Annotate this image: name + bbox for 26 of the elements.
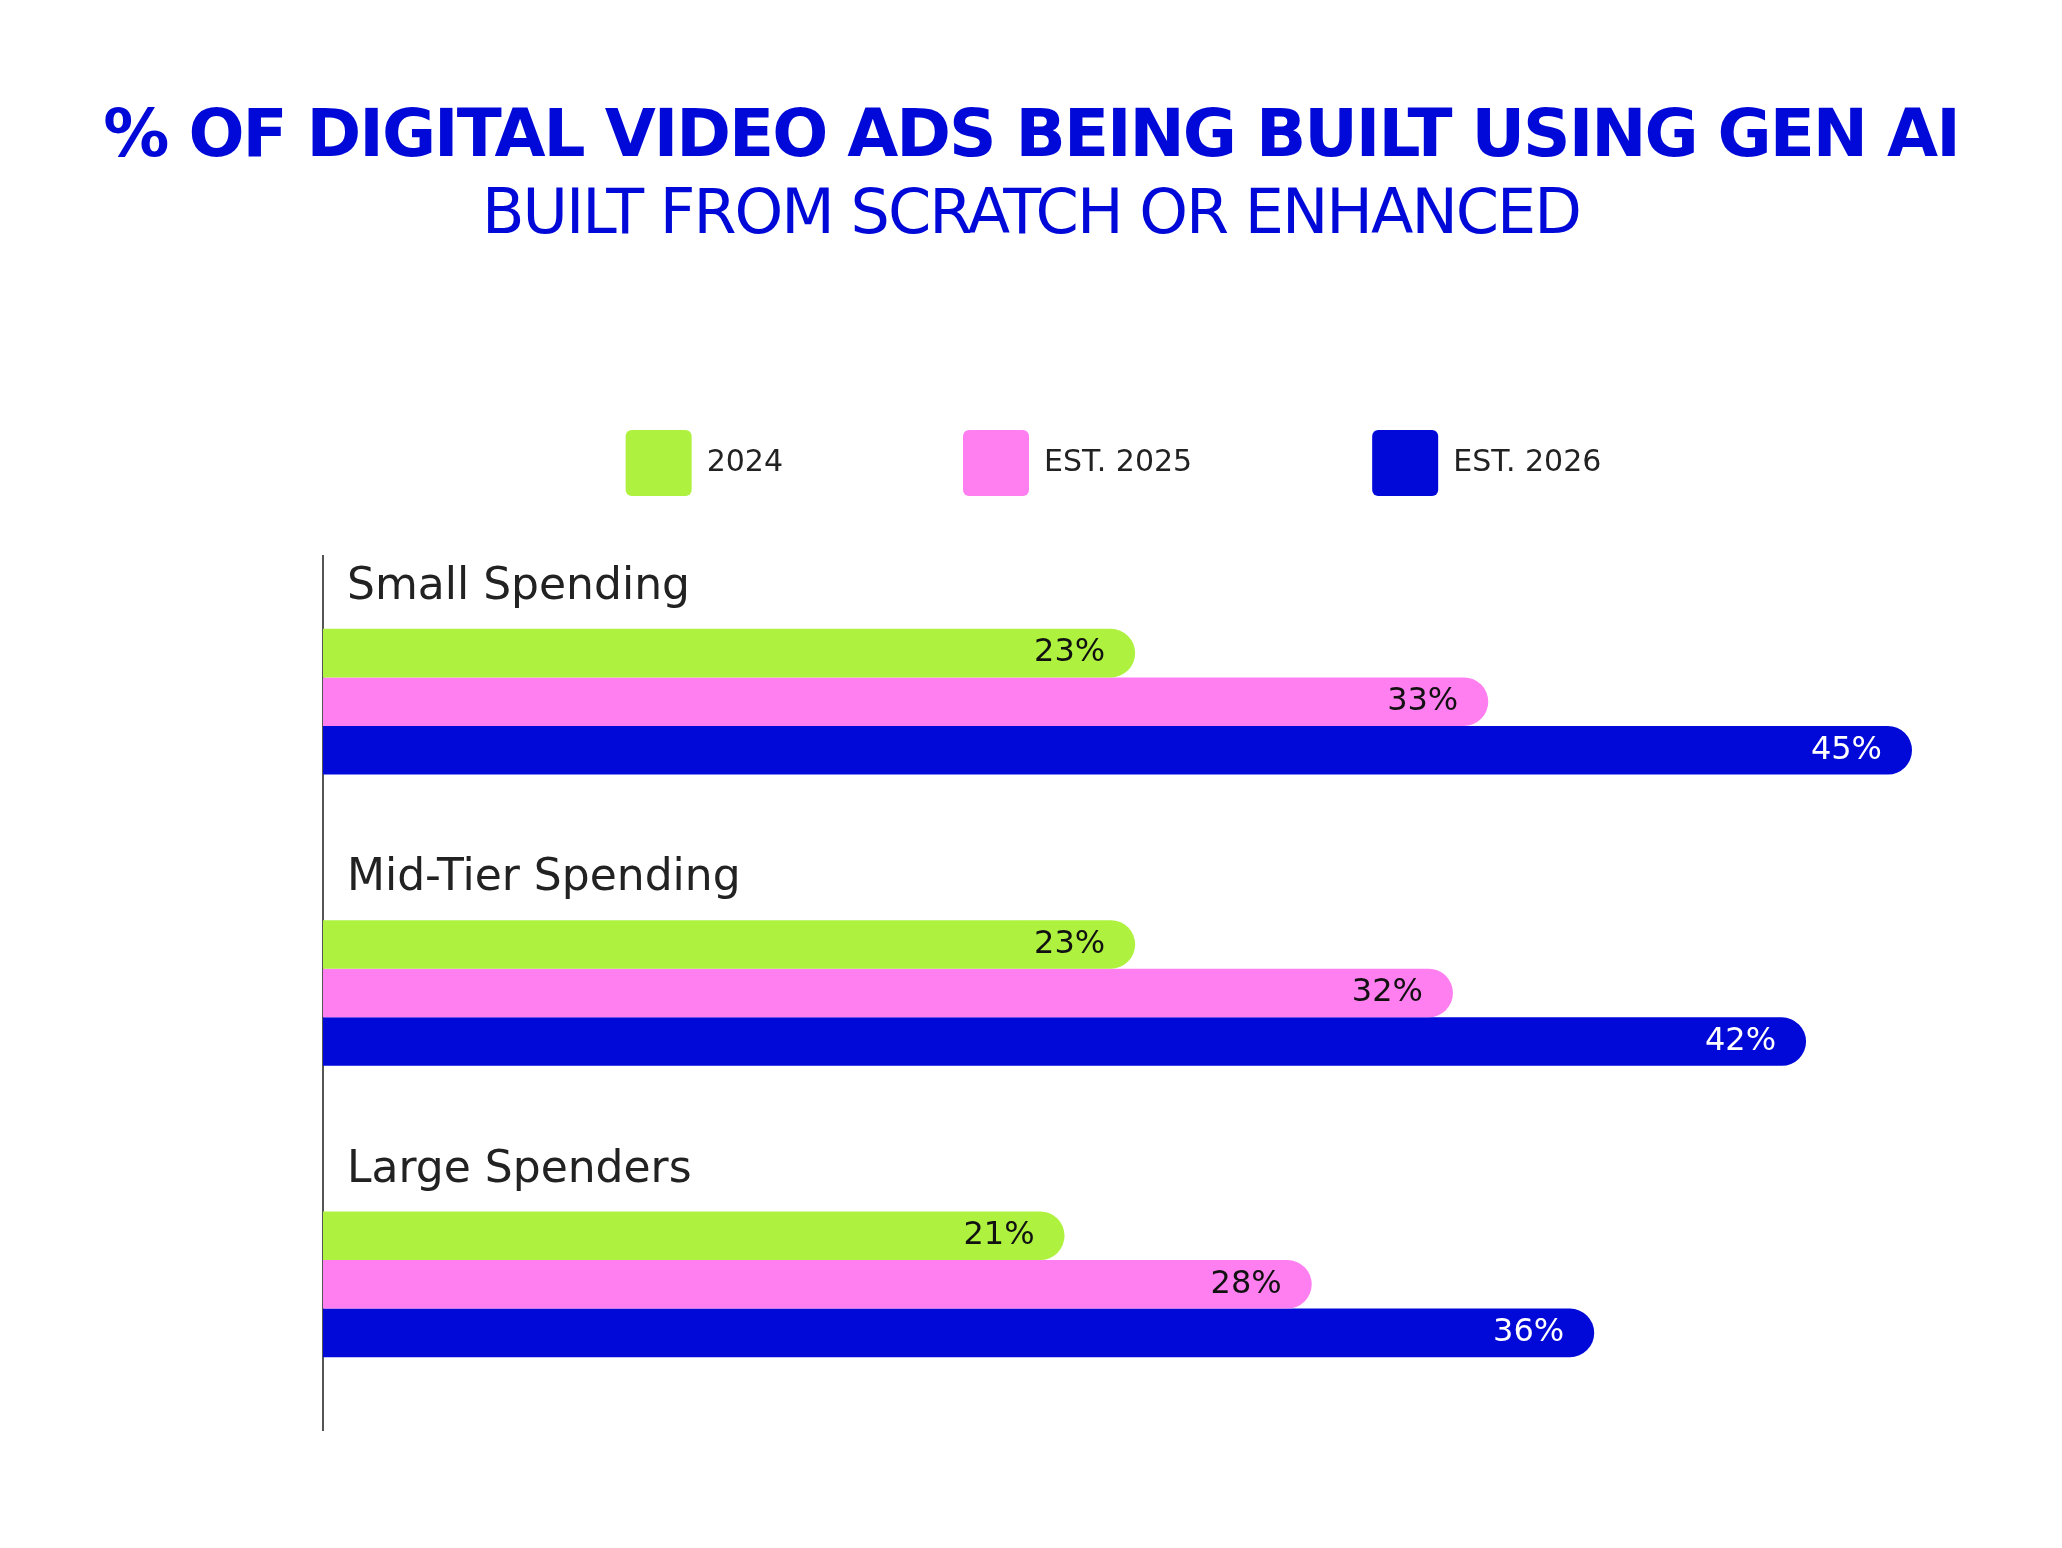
bar bbox=[323, 920, 1136, 969]
bar bbox=[323, 968, 1453, 1018]
data-label: 45% bbox=[1810, 728, 1882, 767]
data-label: 36% bbox=[1493, 1311, 1565, 1350]
legend-label: 2024 bbox=[706, 442, 783, 478]
bar bbox=[323, 1260, 1312, 1309]
bar bbox=[323, 1211, 1065, 1261]
y-tick-label: Large Spenders bbox=[347, 1140, 692, 1192]
bar bbox=[323, 725, 1912, 775]
data-label: 28% bbox=[1210, 1262, 1282, 1301]
data-label: 23% bbox=[1034, 631, 1106, 670]
bar bbox=[323, 1017, 1807, 1066]
legend-label: EST. 2025 bbox=[1043, 442, 1193, 478]
legend-label: EST. 2026 bbox=[1453, 442, 1602, 478]
chart-subtitle: BUILT FROM SCRATCH OR ENHANCED bbox=[481, 175, 1581, 248]
bar bbox=[323, 1308, 1595, 1358]
y-tick-label: Mid-Tier Spending bbox=[347, 849, 741, 901]
chart-title: % OF DIGITAL VIDEO ADS BEING BUILT USING GEN AI bbox=[102, 95, 1960, 172]
data-label: 23% bbox=[1034, 922, 1106, 961]
data-label: 42% bbox=[1704, 1019, 1777, 1058]
bar bbox=[323, 628, 1136, 678]
data-label: 21% bbox=[963, 1214, 1035, 1253]
bar bbox=[323, 677, 1489, 726]
y-tick-label: Small Spending bbox=[347, 557, 690, 609]
data-label: 32% bbox=[1351, 971, 1423, 1010]
data-label: 33% bbox=[1387, 679, 1459, 718]
